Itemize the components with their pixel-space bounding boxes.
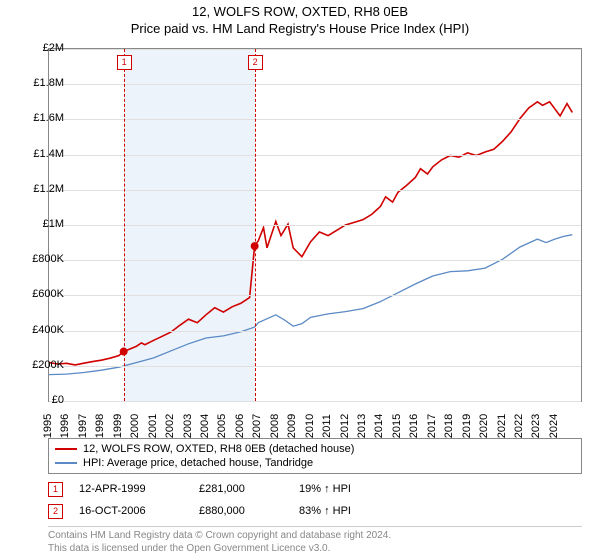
chart-plot-area: 12 (48, 48, 582, 402)
x-axis-label: 2002 (164, 411, 176, 441)
transactions-table: 1 12-APR-1999£281,00019% ↑ HPI 2 16-OCT-200… (48, 478, 582, 522)
x-axis-label: 1998 (94, 411, 106, 441)
footer-attribution: Contains HM Land Registry data © Crown c… (48, 526, 582, 555)
legend-item: 12, WOLFS ROW, OXTED, RH8 0EB (detached … (55, 442, 575, 456)
x-axis-label: 2023 (530, 411, 542, 441)
chart-title: 12, WOLFS ROW, OXTED, RH8 0EB (0, 0, 600, 19)
transaction-hpi-delta: 19% ↑ HPI (299, 483, 399, 495)
sale-marker-line (255, 49, 256, 401)
legend-label: 12, WOLFS ROW, OXTED, RH8 0EB (detached … (83, 443, 354, 455)
y-axis-label: £1.8M (20, 77, 64, 89)
x-axis-label: 2005 (216, 411, 228, 441)
x-axis-label: 2021 (496, 411, 508, 441)
y-axis-label: £1.2M (20, 183, 64, 195)
series-hpi (49, 235, 572, 375)
y-axis-label: £2M (20, 42, 64, 54)
gridline (49, 260, 581, 261)
gridline (49, 366, 581, 367)
gridline (49, 190, 581, 191)
legend-swatch (55, 462, 77, 464)
y-axis-label: £200K (20, 359, 64, 371)
x-axis-label: 2019 (461, 411, 473, 441)
y-axis-label: £600K (20, 288, 64, 300)
x-axis-label: 2024 (548, 411, 560, 441)
chart-subtitle: Price paid vs. HM Land Registry's House … (0, 19, 600, 36)
legend-label: HPI: Average price, detached house, Tand… (83, 457, 313, 469)
gridline (49, 49, 581, 50)
footer-line1: Contains HM Land Registry data © Crown c… (48, 530, 582, 543)
x-axis-label: 2006 (234, 411, 246, 441)
x-axis-label: 2012 (339, 411, 351, 441)
gridline (49, 119, 581, 120)
x-axis-label: 2010 (304, 411, 316, 441)
y-axis-label: £1.4M (20, 148, 64, 160)
x-axis-label: 1996 (59, 411, 71, 441)
x-axis-label: 1997 (77, 411, 89, 441)
x-axis-label: 2018 (443, 411, 455, 441)
gridline (49, 225, 581, 226)
gridline (49, 295, 581, 296)
transaction-row: 2 16-OCT-2006£880,00083% ↑ HPI (48, 500, 582, 522)
transaction-date: 12-APR-1999 (79, 483, 199, 495)
y-axis-label: £800K (20, 253, 64, 265)
transaction-date: 16-OCT-2006 (79, 505, 199, 517)
x-axis-label: 2015 (391, 411, 403, 441)
sale-marker-label: 1 (117, 55, 132, 70)
x-axis-label: 2009 (286, 411, 298, 441)
sale-marker-line (124, 49, 125, 401)
legend: 12, WOLFS ROW, OXTED, RH8 0EB (detached … (48, 438, 582, 474)
x-axis-label: 2004 (199, 411, 211, 441)
x-axis-label: 2007 (251, 411, 263, 441)
x-axis-label: 1999 (112, 411, 124, 441)
legend-item: HPI: Average price, detached house, Tand… (55, 456, 575, 470)
x-axis-label: 2001 (147, 411, 159, 441)
x-axis-label: 2011 (321, 411, 333, 441)
gridline (49, 331, 581, 332)
x-axis-label: 1995 (42, 411, 54, 441)
series-price_paid (49, 102, 572, 365)
sale-marker-label: 2 (248, 55, 263, 70)
x-axis-label: 2003 (182, 411, 194, 441)
y-axis-label: £0 (20, 394, 64, 406)
x-axis-label: 2008 (269, 411, 281, 441)
gridline (49, 155, 581, 156)
transaction-hpi-delta: 83% ↑ HPI (299, 505, 399, 517)
transaction-number: 1 (48, 482, 63, 497)
gridline (49, 401, 581, 402)
x-axis-label: 2013 (356, 411, 368, 441)
transaction-number: 2 (48, 504, 63, 519)
footer-line2: This data is licensed under the Open Gov… (48, 543, 582, 556)
x-axis-label: 2022 (513, 411, 525, 441)
x-axis-label: 2000 (129, 411, 141, 441)
transaction-price: £880,000 (199, 505, 299, 517)
x-axis-label: 2017 (426, 411, 438, 441)
x-axis-label: 2014 (373, 411, 385, 441)
legend-swatch (55, 448, 77, 450)
x-axis-label: 2020 (478, 411, 490, 441)
y-axis-label: £1.6M (20, 112, 64, 124)
y-axis-label: £1M (20, 218, 64, 230)
transaction-row: 1 12-APR-1999£281,00019% ↑ HPI (48, 478, 582, 500)
y-axis-label: £400K (20, 324, 64, 336)
x-axis-label: 2016 (408, 411, 420, 441)
transaction-price: £281,000 (199, 483, 299, 495)
gridline (49, 84, 581, 85)
